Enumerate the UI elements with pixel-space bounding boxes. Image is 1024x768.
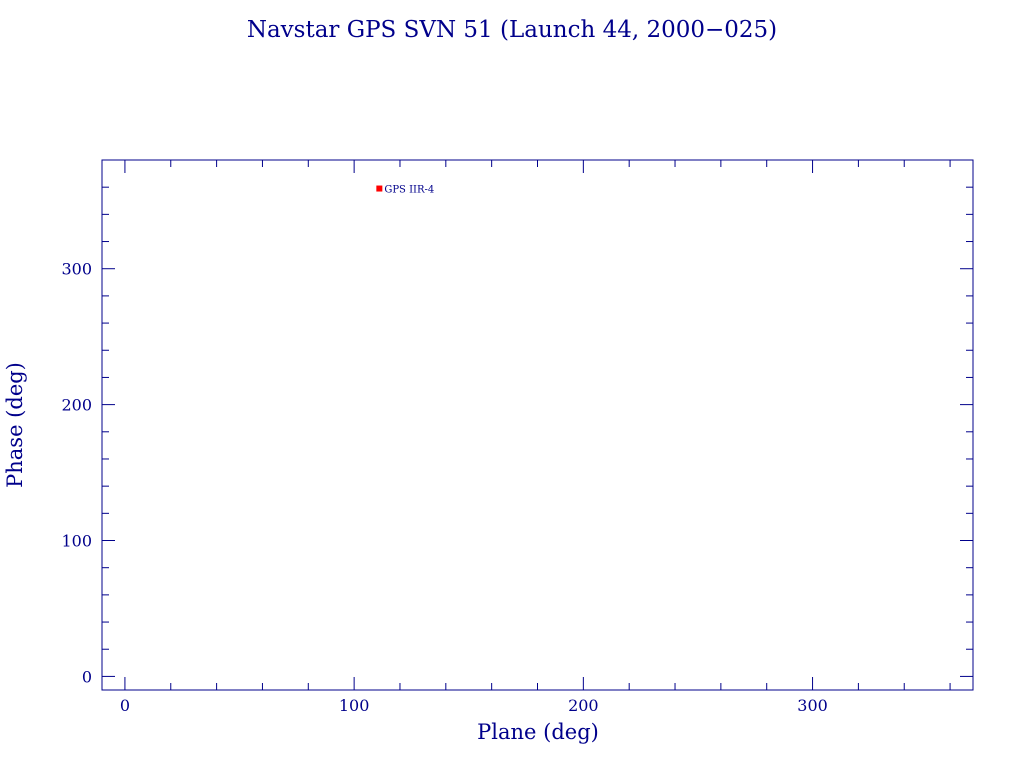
y-tick-label: 0 [82, 667, 92, 686]
y-axis-label: Phase (deg) [3, 362, 27, 488]
data-point-label: GPS IIR-4 [384, 185, 434, 196]
data-points: GPS IIR-4 [376, 185, 434, 196]
x-tick-label: 100 [339, 696, 370, 715]
plot-frame [101, 159, 974, 691]
x-axis-label: Plane (deg) [477, 720, 599, 744]
axis-ticks [102, 159, 973, 690]
y-tick-label: 200 [61, 396, 92, 415]
y-tick-label: 300 [61, 260, 92, 279]
x-tick-label: 200 [568, 696, 599, 715]
data-point-marker [376, 185, 383, 192]
chart-title: Navstar GPS SVN 51 (Launch 44, 2000−025) [247, 17, 777, 43]
x-tick-label: 300 [797, 696, 828, 715]
tick-labels: 0 100 200 300 0 100 200 300 [61, 260, 827, 715]
x-tick-label: 0 [120, 696, 130, 715]
y-tick-label: 100 [61, 532, 92, 551]
